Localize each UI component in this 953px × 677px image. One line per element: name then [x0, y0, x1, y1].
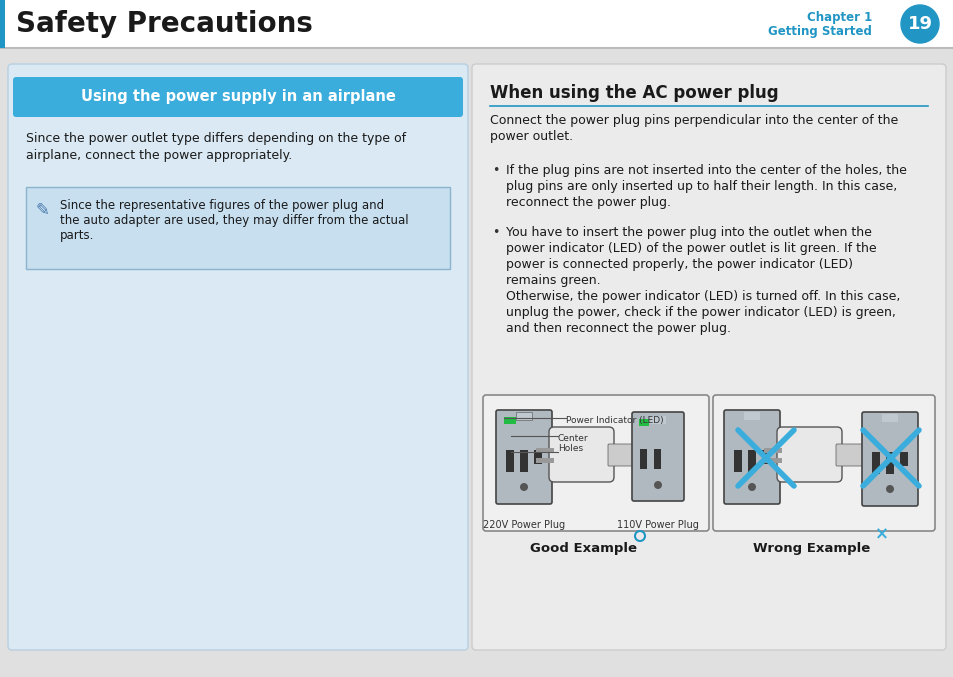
Text: Center
Holes: Center Holes: [558, 434, 588, 454]
Bar: [747, 450, 755, 472]
Text: 19: 19: [906, 15, 931, 33]
FancyBboxPatch shape: [482, 395, 708, 531]
Bar: [871, 452, 879, 474]
FancyBboxPatch shape: [607, 444, 635, 466]
Bar: [649, 416, 665, 424]
Text: power indicator (LED) of the power outlet is lit green. If the: power indicator (LED) of the power outle…: [505, 242, 876, 255]
Circle shape: [747, 483, 755, 491]
FancyBboxPatch shape: [548, 427, 614, 482]
Bar: [899, 452, 907, 466]
Circle shape: [900, 5, 938, 43]
FancyBboxPatch shape: [712, 395, 934, 531]
Bar: [536, 458, 554, 463]
FancyBboxPatch shape: [0, 0, 5, 48]
FancyBboxPatch shape: [26, 187, 450, 269]
FancyBboxPatch shape: [723, 410, 780, 504]
Bar: [882, 414, 897, 422]
Bar: [639, 449, 646, 469]
Text: airplane, connect the power appropriately.: airplane, connect the power appropriatel…: [26, 149, 292, 162]
Text: Since the representative figures of the power plug and: Since the representative figures of the …: [60, 199, 384, 212]
Text: Chapter 1: Chapter 1: [806, 11, 871, 24]
FancyBboxPatch shape: [472, 64, 945, 650]
Text: unplug the power, check if the power indicator (LED) is green,: unplug the power, check if the power ind…: [505, 306, 895, 319]
Bar: [639, 419, 648, 426]
Bar: [763, 458, 781, 463]
Text: remains green.: remains green.: [505, 274, 600, 287]
Text: •: •: [492, 164, 498, 177]
Text: Good Example: Good Example: [530, 542, 637, 555]
Bar: [654, 449, 660, 469]
Bar: [516, 412, 532, 420]
Text: ×: ×: [874, 525, 888, 543]
Text: reconnect the power plug.: reconnect the power plug.: [505, 196, 670, 209]
Bar: [885, 452, 893, 474]
Text: the auto adapter are used, they may differ from the actual: the auto adapter are used, they may diff…: [60, 214, 408, 227]
FancyBboxPatch shape: [0, 0, 953, 48]
Text: Since the power outlet type differs depending on the type of: Since the power outlet type differs depe…: [26, 132, 406, 145]
Text: Otherwise, the power indicator (LED) is turned off. In this case,: Otherwise, the power indicator (LED) is …: [505, 290, 900, 303]
Text: and then reconnect the power plug.: and then reconnect the power plug.: [505, 322, 730, 335]
Text: Wrong Example: Wrong Example: [753, 542, 870, 555]
Text: 110V Power Plug: 110V Power Plug: [617, 520, 699, 530]
Circle shape: [885, 485, 893, 493]
FancyBboxPatch shape: [8, 64, 468, 650]
Text: Getting Started: Getting Started: [767, 24, 871, 37]
FancyBboxPatch shape: [13, 77, 462, 117]
Text: ✎: ✎: [36, 201, 50, 219]
FancyBboxPatch shape: [862, 412, 917, 506]
Text: 220V Power Plug: 220V Power Plug: [482, 520, 564, 530]
Text: parts.: parts.: [60, 229, 94, 242]
FancyBboxPatch shape: [776, 427, 841, 482]
Circle shape: [519, 483, 527, 491]
Bar: [761, 450, 769, 464]
Bar: [534, 450, 541, 464]
Bar: [505, 450, 514, 472]
Text: Using the power supply in an airplane: Using the power supply in an airplane: [80, 89, 395, 104]
Text: Connect the power plug pins perpendicular into the center of the: Connect the power plug pins perpendicula…: [490, 114, 898, 127]
Bar: [536, 448, 554, 453]
Circle shape: [654, 481, 661, 489]
FancyBboxPatch shape: [631, 412, 683, 501]
Text: plug pins are only inserted up to half their length. In this case,: plug pins are only inserted up to half t…: [505, 180, 897, 193]
Bar: [733, 450, 741, 472]
Bar: [743, 412, 760, 420]
Text: •: •: [492, 226, 498, 239]
FancyBboxPatch shape: [835, 444, 862, 466]
Text: If the plug pins are not inserted into the center of the holes, the: If the plug pins are not inserted into t…: [505, 164, 906, 177]
FancyBboxPatch shape: [496, 410, 552, 504]
Text: You have to insert the power plug into the outlet when the: You have to insert the power plug into t…: [505, 226, 871, 239]
Bar: [503, 417, 516, 424]
Bar: [763, 448, 781, 453]
Text: Safety Precautions: Safety Precautions: [16, 10, 313, 38]
Text: power is connected properly, the power indicator (LED): power is connected properly, the power i…: [505, 258, 852, 271]
Bar: [519, 450, 527, 472]
Text: power outlet.: power outlet.: [490, 130, 573, 143]
Text: Power Indicator (LED): Power Indicator (LED): [565, 416, 663, 425]
Text: When using the AC power plug: When using the AC power plug: [490, 84, 778, 102]
